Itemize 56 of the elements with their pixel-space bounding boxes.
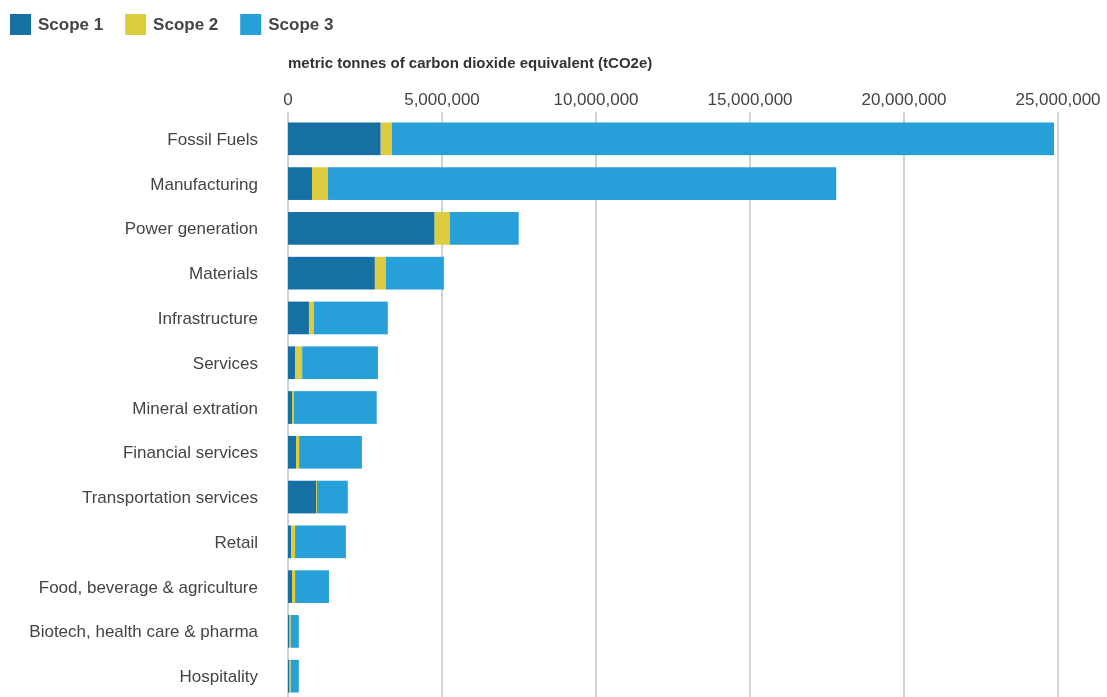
bar	[295, 525, 346, 559]
bar	[295, 346, 303, 380]
y-tick-label: Power generation	[124, 219, 258, 239]
x-tick-label: 5,000,000	[404, 90, 480, 109]
y-tick-label: Retail	[214, 532, 258, 552]
bar	[291, 525, 296, 559]
bar	[288, 122, 381, 156]
bar	[288, 167, 313, 200]
bar	[434, 212, 450, 245]
bar	[288, 391, 292, 424]
bar	[288, 570, 292, 603]
x-tick-label: 15,000,000	[707, 90, 793, 109]
bar	[374, 256, 386, 290]
bar	[288, 256, 375, 290]
x-tick-label: 10,000,000	[553, 90, 639, 109]
bar	[328, 167, 837, 200]
bar	[288, 212, 435, 245]
legend-label: Scope 3	[268, 15, 334, 34]
y-tick-label: Biotech, health care & pharma	[29, 622, 259, 642]
y-tick-label: Services	[192, 353, 258, 373]
x-tick-label: 0	[283, 90, 293, 109]
bar	[288, 301, 309, 335]
bar	[288, 346, 296, 380]
legend-label: Scope 2	[153, 15, 219, 34]
bar	[288, 525, 292, 559]
y-tick-label: Food, beverage & agriculture	[38, 577, 258, 597]
y-tick-label: Infrastructure	[157, 308, 258, 328]
bar	[313, 301, 388, 335]
bar	[312, 167, 329, 200]
bar	[385, 256, 444, 290]
y-tick-label: Manufacturing	[150, 174, 258, 194]
bar	[296, 435, 300, 469]
bar	[288, 480, 317, 514]
bar	[293, 391, 377, 424]
bar	[290, 659, 299, 693]
bar	[302, 346, 378, 380]
y-tick-label: Mineral extration	[132, 398, 258, 418]
bar	[288, 435, 297, 469]
y-tick-label: Financial services	[122, 443, 258, 463]
bar	[308, 301, 314, 335]
x-tick-label: 20,000,000	[861, 90, 947, 109]
bar	[292, 570, 296, 603]
legend-label: Scope 1	[38, 15, 104, 34]
bar	[299, 435, 362, 469]
bar	[449, 212, 519, 245]
y-tick-label: Fossil Fuels	[167, 129, 258, 149]
x-tick-label: 25,000,000	[1015, 90, 1101, 109]
bar	[316, 480, 348, 514]
bar	[391, 122, 1054, 156]
y-tick-label: Hospitality	[179, 667, 259, 687]
bar	[295, 570, 329, 603]
y-tick-label: Materials	[189, 264, 258, 284]
y-tick-label: Transportation services	[81, 488, 258, 508]
x-axis-title: metric tonnes of carbon dioxide equivalent (tCO2e)	[288, 54, 653, 71]
bar	[380, 122, 392, 156]
bar	[290, 615, 299, 648]
